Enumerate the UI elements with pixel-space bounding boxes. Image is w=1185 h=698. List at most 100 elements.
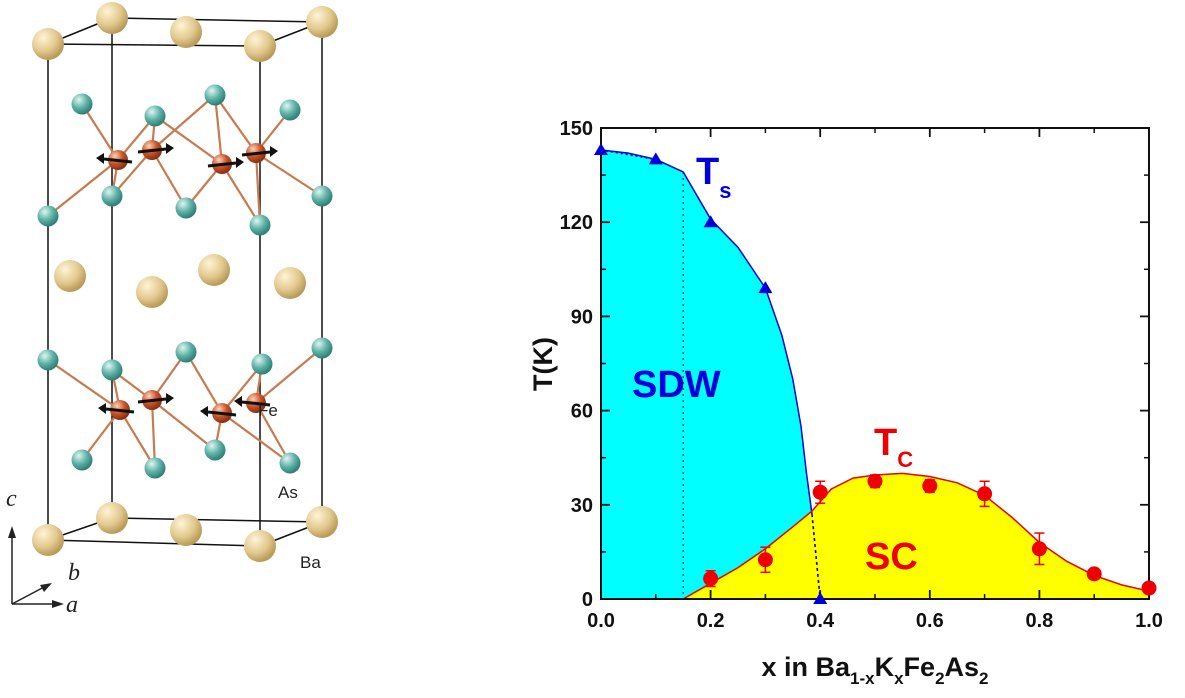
x-tick-label: 0.8 xyxy=(1025,610,1053,632)
as-atom xyxy=(37,349,59,371)
x-title-subscript: 2 xyxy=(979,669,988,688)
ba-atom xyxy=(136,276,168,308)
x-title-text: As xyxy=(945,652,980,682)
as-atom xyxy=(311,185,333,207)
x-tick-label: 0.4 xyxy=(806,610,835,632)
y-tick-label: 120 xyxy=(560,212,593,234)
as-label: As xyxy=(278,483,298,502)
c-axis-label: c xyxy=(6,486,17,512)
ts-data-point xyxy=(758,281,773,294)
y-tick-label: 150 xyxy=(560,118,593,140)
fe-as-bond xyxy=(119,409,156,469)
lattice-axes-triad xyxy=(8,526,64,608)
fe-as-bond xyxy=(221,163,261,226)
data-points xyxy=(594,142,1157,604)
tc-curve-label: TC xyxy=(874,422,913,472)
fe-as-bond xyxy=(47,159,119,217)
as-atom xyxy=(144,457,166,479)
y-tick-label: 0 xyxy=(582,589,593,611)
ba-atom xyxy=(170,16,202,48)
fe-as-bond xyxy=(221,363,263,414)
x-title-subscript: x xyxy=(894,669,904,688)
ts-label-sub: s xyxy=(719,178,731,203)
tc-data-point xyxy=(812,484,828,500)
as-atom xyxy=(101,359,123,381)
tc-label-sub: C xyxy=(897,447,913,472)
x-title-subscript: 1-x xyxy=(850,669,875,688)
unit-cell-frame xyxy=(47,17,323,547)
spin-arrow-shaft xyxy=(137,397,167,404)
fe-as-bond xyxy=(255,347,323,404)
x-tick-label: 0.0 xyxy=(587,610,615,632)
tc-label-main: T xyxy=(874,422,897,464)
as-atom xyxy=(279,99,301,121)
ba-atom xyxy=(96,2,128,34)
ts-data-point xyxy=(648,152,663,165)
spin-arrowhead xyxy=(96,153,104,164)
tc-data-point xyxy=(867,473,883,489)
fe-as-bond xyxy=(151,399,216,451)
crystal-structure-figure: Fe As Ba c b a xyxy=(6,2,338,618)
ts-data-point xyxy=(813,592,828,604)
ts-extrapolation xyxy=(811,514,821,600)
fe-as-bond xyxy=(151,149,187,209)
spin-arrow-shaft xyxy=(103,157,133,164)
tc-data-point xyxy=(1141,580,1157,596)
as-atom xyxy=(144,105,166,127)
spin-arrowhead xyxy=(98,403,106,414)
as-atom xyxy=(251,353,273,375)
axis-ticks: 0.0 0.2 0.4 0.6 0.8 1.0 0 30 60 90 120 150 xyxy=(560,118,1163,632)
spin-arrow-shaft xyxy=(137,147,167,154)
ba-atom xyxy=(274,267,306,299)
fe-label: Fe xyxy=(258,401,278,420)
fe-as-bond xyxy=(214,94,257,154)
ts-data-point xyxy=(594,142,608,155)
b-axis-label: b xyxy=(68,560,80,586)
x-title-text: x in Ba xyxy=(761,652,851,682)
spin-arrowhead xyxy=(166,143,174,154)
ba-atom xyxy=(54,260,86,292)
y-tick-label: 30 xyxy=(571,495,593,517)
fe-as-bond xyxy=(154,115,223,165)
ba-atom xyxy=(32,524,64,556)
fe-as-bond xyxy=(213,94,224,165)
fe-as-bond xyxy=(81,103,119,161)
spin-arrow-shaft xyxy=(241,150,271,157)
ba-atom xyxy=(32,28,64,60)
ba-label: Ba xyxy=(300,553,321,572)
as-atom xyxy=(101,185,123,207)
as-atom xyxy=(71,449,93,471)
as-atom xyxy=(175,341,197,363)
ba-atom xyxy=(170,514,202,546)
ba-atom xyxy=(244,530,276,562)
spin-arrows xyxy=(96,143,278,417)
x-title-text: K xyxy=(875,652,895,682)
spin-arrowhead xyxy=(200,406,208,417)
ts-dotted-segment xyxy=(600,149,656,161)
ba-atom xyxy=(306,506,338,538)
spin-arrow-shaft xyxy=(105,407,135,414)
as-atom xyxy=(279,452,301,474)
fe-as-bond xyxy=(185,351,223,414)
sdw-region-label: SDW xyxy=(632,364,721,406)
x-axis-title: x in Ba1-xKxFe2As2 xyxy=(761,652,988,688)
phase-regions xyxy=(601,149,1149,600)
as-atom xyxy=(71,93,93,115)
fe-as-bond xyxy=(47,359,121,411)
ba-atom xyxy=(198,254,230,286)
x-tick-label: 0.2 xyxy=(697,610,725,632)
ba-atom xyxy=(244,30,276,62)
sc-region-label: SC xyxy=(865,536,918,578)
fe-as-bond xyxy=(151,94,216,151)
sdw-region xyxy=(601,149,812,600)
spin-arrowhead xyxy=(166,393,174,404)
spin-arrow-shaft xyxy=(207,410,237,417)
x-title-subscript: 2 xyxy=(935,669,944,688)
spin-arrow-shaft xyxy=(241,400,271,407)
fe-as-bond xyxy=(255,152,323,197)
as-atom xyxy=(249,214,271,236)
as-atom xyxy=(204,84,226,106)
fe-as-bond xyxy=(150,399,157,469)
y-axis-title: T(K) xyxy=(528,337,558,391)
